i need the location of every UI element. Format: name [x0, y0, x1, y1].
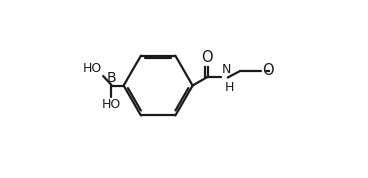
Text: O: O	[201, 50, 212, 65]
Text: O: O	[262, 63, 274, 78]
Text: B: B	[106, 71, 116, 85]
Text: H: H	[224, 81, 234, 94]
Text: HO: HO	[102, 98, 121, 111]
Text: N: N	[222, 63, 231, 76]
Text: HO: HO	[83, 62, 102, 75]
